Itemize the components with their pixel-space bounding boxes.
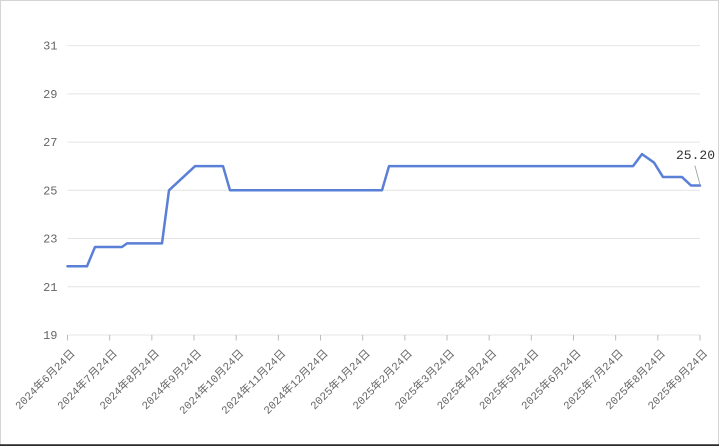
svg-text:19: 19 [43, 329, 57, 343]
svg-text:23: 23 [43, 233, 57, 247]
svg-text:21: 21 [43, 281, 57, 295]
svg-text:31: 31 [43, 40, 57, 54]
svg-text:27: 27 [43, 136, 57, 150]
svg-text:29: 29 [43, 88, 57, 102]
svg-text:25.20: 25.20 [676, 148, 715, 163]
svg-text:25: 25 [43, 184, 57, 198]
